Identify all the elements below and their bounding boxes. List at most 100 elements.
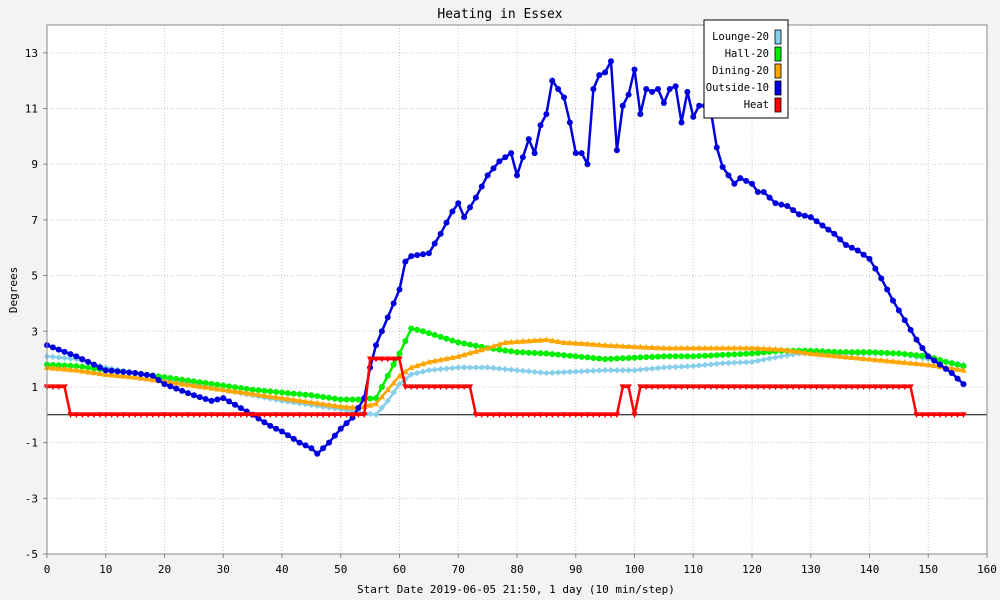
data-point bbox=[49, 384, 57, 391]
data-point bbox=[607, 342, 615, 349]
data-point bbox=[931, 357, 938, 364]
data-point bbox=[337, 412, 344, 418]
data-point bbox=[684, 88, 691, 95]
data-point bbox=[643, 86, 650, 93]
data-point bbox=[960, 412, 967, 418]
data-point bbox=[137, 374, 145, 381]
data-point bbox=[420, 328, 426, 335]
data-point bbox=[907, 351, 914, 358]
data-point bbox=[901, 384, 908, 391]
data-point bbox=[413, 384, 421, 391]
data-point bbox=[214, 385, 221, 392]
data-point bbox=[590, 354, 597, 361]
data-point bbox=[507, 412, 515, 418]
data-point bbox=[484, 364, 491, 371]
data-point bbox=[866, 384, 873, 391]
data-point bbox=[314, 393, 321, 400]
x-tick-labels: 0 10 20 30 40 50 60 70 80 90 100 110 120 130 140 150 160 bbox=[44, 563, 997, 576]
data-point bbox=[619, 367, 626, 374]
data-point bbox=[719, 360, 726, 367]
data-point bbox=[772, 200, 779, 207]
data-point bbox=[90, 369, 98, 376]
data-point bbox=[913, 336, 920, 343]
data-point bbox=[678, 363, 685, 370]
data-point bbox=[731, 359, 738, 366]
legend-swatch bbox=[774, 29, 782, 45]
data-point bbox=[126, 373, 133, 380]
data-point bbox=[267, 393, 274, 399]
data-point bbox=[772, 354, 779, 361]
data-point bbox=[55, 365, 62, 372]
data-point bbox=[666, 344, 673, 351]
data-point bbox=[784, 352, 791, 359]
data-point bbox=[231, 412, 239, 418]
data-point bbox=[936, 412, 944, 418]
data-point bbox=[173, 385, 180, 392]
data-point bbox=[737, 351, 744, 358]
data-point bbox=[378, 356, 386, 363]
data-point bbox=[807, 214, 814, 221]
data-point bbox=[184, 412, 192, 418]
data-point bbox=[790, 207, 797, 214]
data-point bbox=[678, 384, 685, 391]
data-point bbox=[167, 375, 174, 382]
data-point bbox=[220, 395, 227, 402]
data-point bbox=[366, 356, 374, 363]
data-point bbox=[842, 353, 850, 360]
data-point bbox=[49, 364, 57, 371]
data-point bbox=[919, 360, 926, 367]
data-point bbox=[819, 351, 826, 358]
data-point bbox=[860, 349, 867, 356]
data-point bbox=[449, 208, 456, 215]
data-point bbox=[425, 358, 433, 365]
data-point bbox=[883, 384, 891, 391]
data-point bbox=[196, 412, 203, 418]
data-point bbox=[549, 351, 556, 358]
data-point bbox=[525, 349, 532, 356]
data-point bbox=[308, 412, 315, 418]
series-outside-10 bbox=[44, 58, 967, 457]
data-point bbox=[243, 412, 250, 418]
data-point bbox=[602, 356, 609, 363]
x-tick-label: 50 bbox=[334, 563, 347, 576]
data-point bbox=[742, 344, 750, 351]
data-point bbox=[948, 365, 955, 371]
data-point bbox=[261, 392, 268, 399]
data-point bbox=[889, 384, 897, 391]
data-point bbox=[267, 412, 274, 418]
data-point bbox=[79, 356, 86, 363]
data-point bbox=[690, 353, 697, 360]
data-point bbox=[537, 122, 544, 129]
data-point bbox=[707, 352, 714, 359]
data-point bbox=[930, 362, 938, 369]
data-point bbox=[137, 412, 145, 418]
y-tick-label: -5 bbox=[25, 548, 38, 561]
data-point bbox=[631, 412, 638, 418]
data-point bbox=[467, 341, 473, 348]
data-point bbox=[155, 376, 162, 383]
data-point bbox=[655, 353, 661, 360]
data-point bbox=[96, 364, 103, 371]
data-point bbox=[637, 366, 644, 373]
data-point bbox=[519, 349, 526, 356]
data-point bbox=[84, 412, 92, 418]
data-point bbox=[660, 99, 667, 106]
data-point bbox=[543, 369, 550, 377]
data-point bbox=[584, 161, 591, 168]
data-point bbox=[525, 136, 532, 143]
data-point bbox=[913, 412, 920, 418]
data-point bbox=[143, 412, 151, 418]
data-point bbox=[349, 404, 356, 410]
data-point bbox=[631, 354, 638, 361]
data-point bbox=[225, 412, 233, 418]
data-point bbox=[895, 384, 903, 391]
data-point bbox=[425, 330, 432, 337]
data-point bbox=[390, 356, 397, 363]
data-point bbox=[596, 367, 603, 374]
data-point bbox=[537, 350, 544, 357]
data-point bbox=[513, 412, 521, 418]
data-point bbox=[925, 361, 932, 368]
data-point bbox=[789, 347, 797, 354]
data-point bbox=[930, 412, 938, 418]
